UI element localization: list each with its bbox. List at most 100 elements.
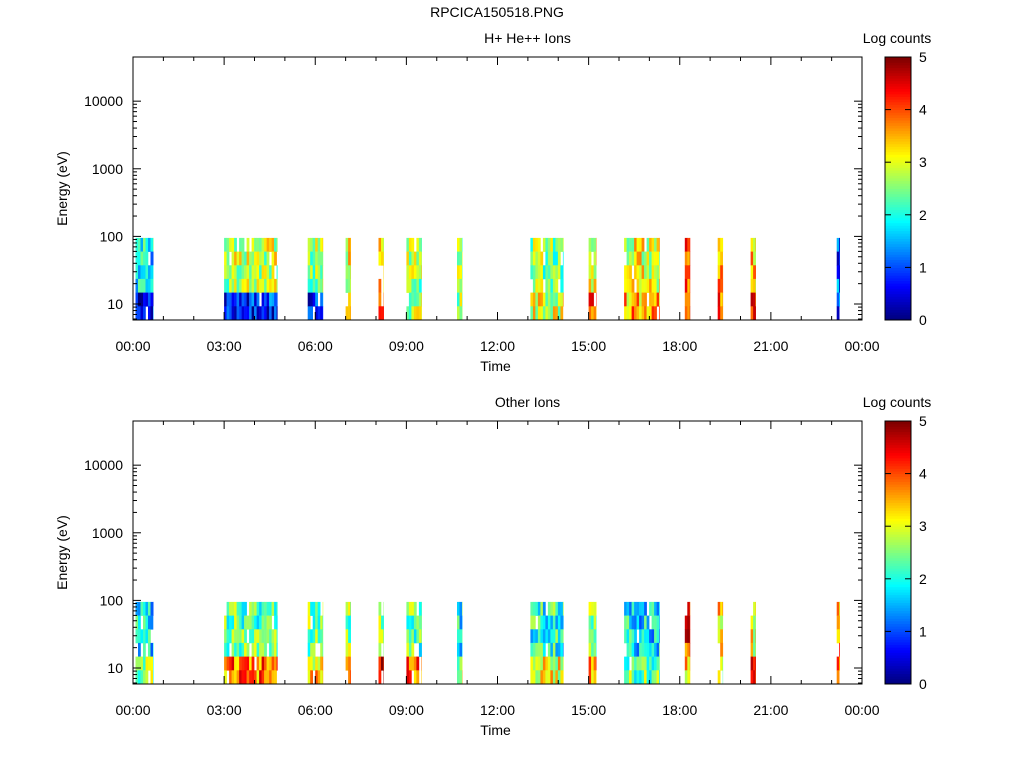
heatmap-cell	[646, 670, 650, 685]
colorbar-tick-label: 4	[919, 466, 927, 482]
heatmap-cell	[246, 278, 250, 293]
heatmap-cell	[236, 251, 240, 266]
colorbar-step	[885, 256, 911, 261]
heatmap-cell	[535, 656, 539, 671]
heatmap-cell	[593, 642, 597, 657]
heatmap-cell	[259, 251, 262, 266]
colorbar-step	[885, 528, 911, 532]
heatmap-cell	[224, 237, 227, 252]
heatmap-cell	[224, 656, 227, 671]
heatmap-cell	[634, 642, 637, 657]
heatmap-cell	[231, 278, 235, 293]
heatmap-cell	[320, 265, 323, 280]
colorbar-step	[885, 206, 911, 211]
heatmap-cell	[656, 278, 660, 293]
colorbar-step	[885, 652, 911, 656]
heatmap-cell	[345, 278, 349, 293]
heatmap-cell	[654, 615, 657, 630]
heatmap-cell	[345, 265, 349, 280]
colorbar-step	[885, 238, 911, 242]
heatmap-cell	[588, 601, 592, 616]
heatmap-cell	[148, 292, 151, 307]
heatmap-cell	[532, 265, 536, 280]
heatmap-cell	[234, 656, 237, 671]
heatmap-cell	[651, 615, 655, 630]
heatmap-cell	[836, 237, 840, 252]
heatmap-cell	[148, 629, 151, 644]
x-tick-label: 03:00	[207, 338, 242, 354]
heatmap-cell	[684, 615, 688, 630]
heatmap-cell	[322, 306, 324, 321]
heatmap-cell	[312, 601, 316, 616]
heatmap-cell	[143, 601, 146, 616]
colorbar-step	[885, 212, 911, 216]
colorbar-step	[885, 662, 911, 667]
heatmap-cell	[138, 656, 141, 671]
colorbar-step	[885, 172, 911, 176]
heatmap-cell	[251, 615, 255, 630]
heatmap-cell	[143, 615, 146, 630]
heatmap-cell	[251, 292, 255, 307]
colorbar-step	[885, 636, 911, 640]
heatmap-cell	[246, 642, 250, 657]
heatmap-cell	[593, 251, 597, 266]
heatmap-cell	[557, 629, 561, 644]
heatmap-cell	[687, 656, 691, 671]
heatmap-cell	[537, 656, 541, 671]
heatmap-cell	[224, 642, 227, 657]
heatmap-cell	[271, 642, 275, 657]
heatmap-cell	[540, 251, 544, 266]
heatmap-cell	[236, 265, 240, 280]
heatmap-cell	[654, 278, 657, 293]
heatmap-cell	[720, 278, 723, 293]
heatmap-cell	[322, 615, 324, 630]
heatmap-cell	[651, 292, 655, 307]
colorbar-step	[885, 423, 911, 427]
colorbar-step	[885, 288, 911, 292]
heatmap-cell	[532, 642, 536, 657]
heatmap-cell	[421, 306, 422, 321]
heatmap-cell	[310, 601, 313, 616]
colorbar-step	[885, 470, 911, 475]
colorbar-step	[885, 681, 911, 685]
heatmap-cell	[459, 265, 463, 280]
heatmap-cell	[537, 615, 541, 630]
heatmap-cell	[153, 251, 154, 266]
heatmap-interval	[588, 601, 597, 685]
heatmap-cell	[241, 656, 245, 671]
heatmap-cell	[244, 670, 247, 685]
heatmap-cell	[143, 292, 146, 307]
heatmap-cell	[224, 278, 227, 293]
heatmap-cell	[140, 629, 144, 644]
heatmap-cell	[310, 656, 313, 671]
heatmap-cell	[234, 251, 237, 266]
heatmap-cell	[634, 292, 637, 307]
heatmap-cell	[271, 265, 275, 280]
heatmap-cell	[753, 292, 756, 307]
heatmap-cell	[150, 237, 154, 252]
heatmap-cell	[143, 237, 146, 252]
heatmap-cell	[312, 642, 316, 657]
heatmap-cell	[532, 670, 536, 685]
colorbar-step	[885, 612, 911, 617]
heatmap-cell	[644, 656, 647, 671]
heatmap-cell	[229, 629, 232, 644]
colorbar-step	[885, 591, 911, 596]
heatmap-cell	[148, 265, 151, 280]
heatmap-cell	[135, 237, 139, 252]
heatmap-cell	[459, 601, 463, 616]
heatmap-cell	[411, 292, 415, 307]
heatmap-cell	[634, 629, 637, 644]
heatmap-cell	[261, 670, 265, 685]
heatmap-cell	[651, 601, 655, 616]
heatmap-cell	[421, 237, 422, 252]
heatmap-cell	[315, 237, 318, 252]
heatmap-cell	[530, 670, 534, 685]
colorbar-tick-label: 0	[919, 676, 927, 692]
heatmap-cell	[629, 615, 632, 630]
heatmap-cell	[654, 237, 657, 252]
heatmap-cell	[348, 292, 351, 307]
colorbar-label: Log counts	[863, 394, 932, 410]
heatmap-cell	[322, 278, 324, 293]
heatmap-cell	[634, 306, 637, 321]
